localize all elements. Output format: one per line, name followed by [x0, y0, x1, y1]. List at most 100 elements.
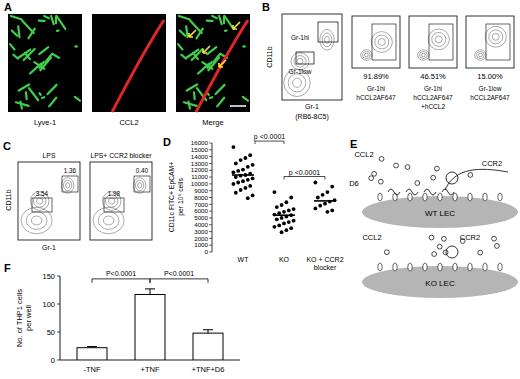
gate [134, 176, 150, 192]
cell-label: WT LEC [425, 209, 455, 218]
contour [375, 35, 389, 49]
plot-area [77, 289, 223, 360]
error-cap [87, 346, 97, 347]
tick [57, 360, 60, 361]
point [321, 193, 325, 197]
receptor [423, 193, 427, 201]
tick [209, 245, 212, 246]
label-line: WT [238, 256, 250, 263]
axis-label: (RB6-8C5) [295, 113, 328, 121]
lyve1-stain [25, 53, 30, 59]
point [292, 219, 296, 223]
point [285, 200, 289, 204]
point [234, 191, 238, 195]
lyve1-stain [187, 84, 197, 90]
gate-value: 3.54 [36, 190, 49, 197]
lyve1-stain [225, 16, 234, 29]
caption: hCCL2AF647 [356, 94, 396, 101]
ccl2-molecule [435, 166, 440, 171]
point [251, 194, 255, 198]
contour [435, 36, 442, 43]
lyve1-stain [210, 96, 212, 99]
lyve1-stain [219, 16, 222, 24]
diagram-label: CCR2 [482, 159, 502, 168]
lyve1-stain [179, 16, 190, 20]
point [248, 153, 252, 157]
ccl2-molecule [378, 179, 383, 184]
contour [432, 32, 446, 46]
contour [363, 52, 371, 59]
contour [109, 198, 115, 204]
tick [209, 204, 212, 205]
contour [31, 216, 41, 225]
point [326, 210, 330, 214]
tick [209, 177, 212, 178]
point [248, 184, 252, 188]
ccl2-molecule [379, 157, 384, 162]
point [236, 169, 240, 173]
ccl2-molecule [442, 236, 447, 241]
lyve1-stain [25, 92, 28, 99]
d6-receptor [406, 189, 418, 195]
lyve1-stain [10, 44, 14, 49]
micrograph [176, 14, 250, 112]
contour [21, 207, 52, 234]
point [282, 210, 286, 214]
lyve1-stain [51, 16, 54, 24]
contour [378, 39, 385, 46]
lyve1-stain [207, 19, 213, 22]
axis-label: CD11b [266, 46, 273, 67]
d6-receptor [424, 189, 436, 195]
point [239, 188, 243, 192]
tick [57, 276, 60, 277]
panel-letter: F [4, 262, 11, 274]
mean-line [314, 200, 336, 202]
lyve1-stain [42, 96, 44, 99]
plot-title: LPS [43, 152, 56, 159]
contour [288, 74, 306, 92]
axis-label: Gr-1 [42, 244, 56, 251]
contour [418, 50, 430, 60]
caption: Gr-1hi [424, 85, 442, 92]
point [289, 226, 293, 230]
diagram-label: CCL2 [362, 233, 381, 242]
tick [209, 170, 212, 171]
ccl2-molecule [394, 163, 399, 168]
tick-label: 2000 [194, 235, 208, 242]
diagram-label: D6 [349, 179, 359, 188]
ccl2-molecule [415, 181, 420, 186]
receptor [483, 263, 487, 271]
axis-label: Gr-1 [305, 103, 319, 110]
receptor [438, 193, 442, 201]
lyve1-stain [24, 49, 35, 60]
panel-letter: C [3, 140, 11, 152]
lyve1-stain [196, 29, 202, 39]
lyve1-stain [186, 26, 187, 37]
gate [429, 24, 453, 60]
bar [135, 294, 165, 360]
tick [209, 143, 212, 144]
tick [209, 190, 212, 191]
receptor [453, 263, 457, 271]
lyve1-stain [28, 29, 34, 39]
tick [209, 211, 212, 212]
lyve1-stain [181, 55, 186, 59]
tick [57, 332, 60, 333]
point [318, 204, 322, 208]
lyve1-stain [48, 85, 57, 94]
tick [209, 252, 212, 253]
axis-label: per well [24, 305, 33, 331]
tick-label: 11000 [191, 173, 208, 180]
tick-label: 10000 [191, 180, 209, 187]
plot-title: LPS+ CCR2 blocker [90, 152, 152, 159]
contour [133, 178, 145, 194]
contour [322, 33, 332, 47]
contour [63, 180, 71, 190]
point [244, 156, 248, 160]
point [326, 190, 330, 194]
scale-bar [230, 105, 246, 107]
receptor [498, 193, 502, 201]
annotation: P<0.0001 [106, 270, 136, 277]
lyve1-stain [217, 98, 224, 107]
ccl2-molecule [369, 176, 374, 181]
